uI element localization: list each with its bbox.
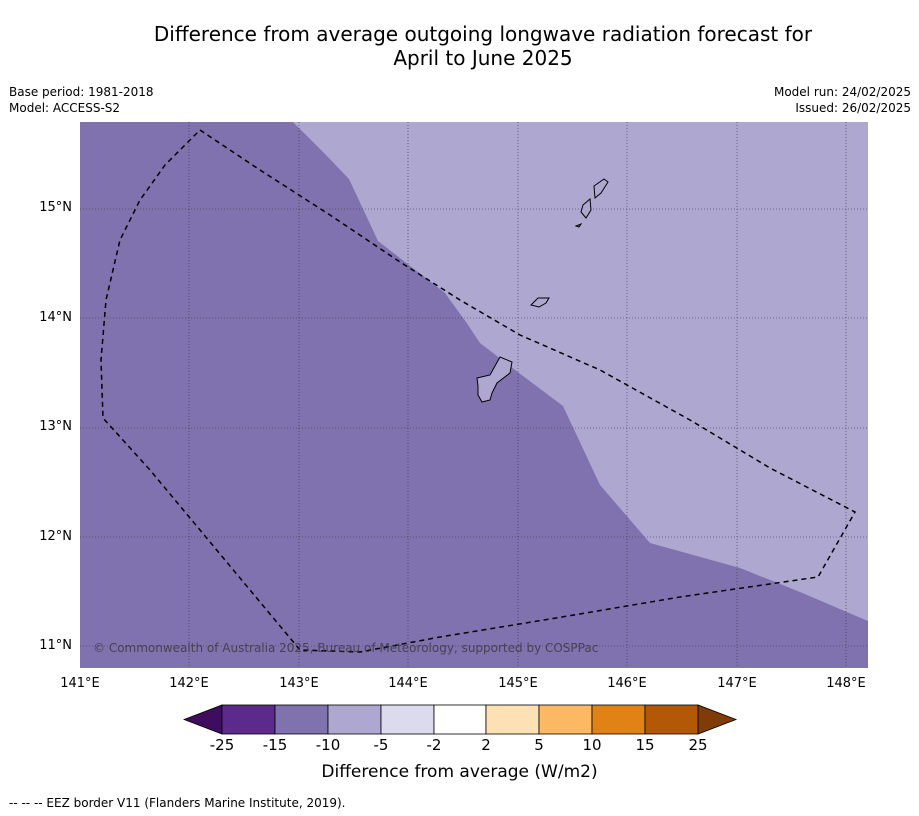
guam-island: [476, 356, 513, 403]
lon-label-147e: 147°E: [717, 676, 757, 691]
issued-date: Issued: 26/02/2025: [795, 101, 911, 115]
colorbar-tick: 2: [481, 736, 491, 754]
colorbar-tick: -5: [373, 736, 389, 754]
lon-label-144e: 144°E: [388, 676, 428, 691]
copyright-notice: © Commonwealth of Australia 2025, Bureau…: [93, 641, 599, 655]
base-period: Base period: 1981-2018: [9, 85, 154, 99]
colorbar-tick: 10: [582, 736, 602, 754]
colorbar-segment-3: [327, 704, 382, 735]
anomaly-band-minus10-minus5: [293, 122, 868, 621]
lon-label-141e: 141°E: [60, 676, 100, 691]
colorbar-segment-7: [538, 704, 593, 735]
colorbar-tick: 5: [534, 736, 544, 754]
colorbar-svg: [182, 704, 738, 735]
colorbar-segment-5: [433, 704, 487, 735]
chart-title: Difference from average outgoing longwav…: [0, 22, 919, 70]
saipan-island: [593, 178, 609, 199]
aguijan-islet: [574, 222, 583, 228]
lon-label-143e: 143°E: [279, 676, 319, 691]
rota-island: [530, 297, 550, 308]
model-run: Model run: 24/02/2025: [773, 85, 911, 99]
colorbar-tick: -2: [426, 736, 442, 754]
lon-label-142e: 142°E: [169, 676, 209, 691]
colorbar-segment-2: [274, 704, 329, 735]
eez-footnote: -- -- -- EEZ border V11 (Flanders Marine…: [9, 796, 346, 810]
colorbar-label: Difference from average (W/m2): [321, 762, 598, 782]
title-line-2: April to June 2025: [393, 46, 573, 70]
colorbar-tick: -15: [262, 736, 288, 754]
colorbar-segment-4: [380, 704, 435, 735]
lat-label-13n: 13°N: [39, 419, 72, 434]
colorbar-segment-9: [644, 704, 699, 735]
eez-border: [100, 129, 857, 653]
lon-label-146e: 146°E: [607, 676, 647, 691]
lon-label-148e: 148°E: [826, 676, 866, 691]
map-area: [80, 122, 868, 668]
tinian-island: [580, 197, 592, 219]
colorbar-tick: 25: [688, 736, 708, 754]
colorbar-extend-low: [182, 704, 223, 735]
colorbar-tick: -10: [315, 736, 341, 754]
lat-label-12n: 12°N: [39, 529, 72, 544]
colorbar-tick: -25: [209, 736, 235, 754]
colorbar: [182, 704, 738, 736]
colorbar-segment-8: [591, 704, 646, 735]
lat-label-14n: 14°N: [39, 310, 72, 325]
meta-right: Model run: 24/02/2025 Issued: 26/02/2025: [774, 84, 911, 116]
model-name: Model: ACCESS-S2: [9, 101, 121, 115]
lat-label-11n: 11°N: [39, 638, 72, 653]
graticule: [80, 122, 868, 668]
title-line-1: Difference from average outgoing longwav…: [153, 22, 813, 46]
meta-left: Base period: 1981-2018 Model: ACCESS-S2: [9, 84, 154, 116]
colorbar-extend-high: [697, 704, 738, 735]
lon-label-145e: 145°E: [498, 676, 538, 691]
colorbar-segment-1: [221, 704, 276, 735]
islands: [476, 178, 609, 403]
map-svg: [80, 122, 868, 668]
lat-label-15n: 15°N: [39, 200, 72, 215]
colorbar-segment-6: [485, 704, 540, 735]
colorbar-tick: 15: [635, 736, 655, 754]
